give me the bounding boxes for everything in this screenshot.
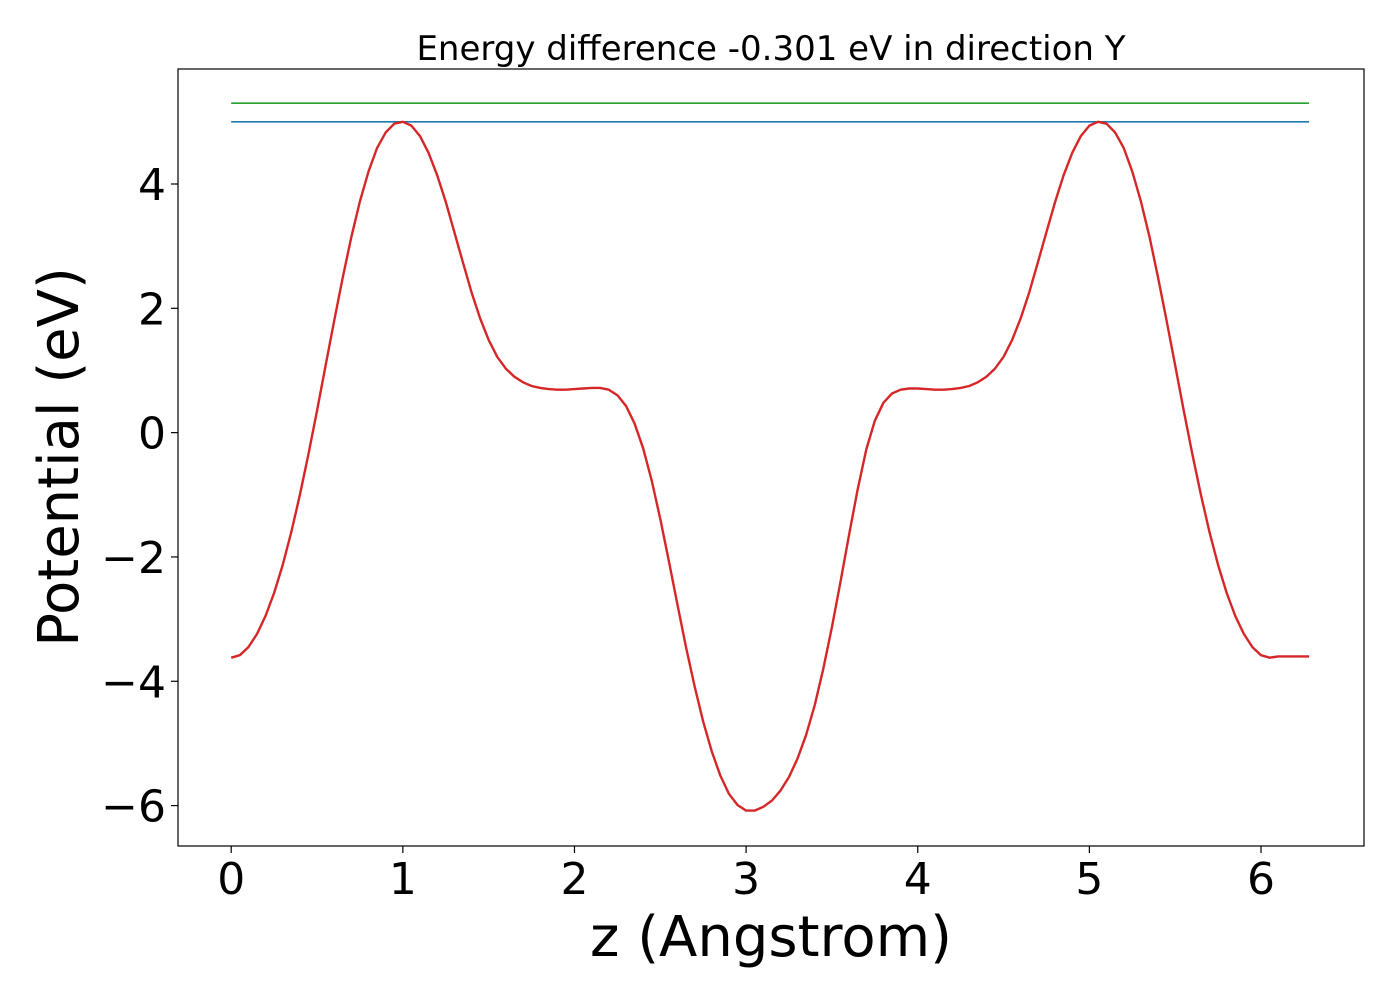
y-tick-label: 0	[138, 409, 166, 460]
x-tick-label: 6	[1247, 854, 1275, 905]
y-axis-title: Potential (eV)	[27, 267, 92, 647]
x-tick-label: 2	[560, 854, 588, 905]
plot-area	[177, 68, 1365, 847]
y-tick-label: −2	[101, 533, 166, 584]
x-tick-label: 3	[732, 854, 760, 905]
y-tick-label: −4	[101, 657, 166, 708]
x-tick-label: 4	[904, 854, 932, 905]
x-axis-title: z (Angstrom)	[590, 905, 952, 970]
y-tick-label: 2	[138, 284, 166, 335]
plot-frame	[177, 68, 1365, 847]
x-tick-label: 5	[1075, 854, 1103, 905]
series-layer	[230, 102, 1310, 812]
x-tick-label: 1	[389, 854, 417, 905]
y-tick-label: 4	[138, 160, 166, 211]
x-tick-label: 0	[217, 854, 245, 905]
series-line-2	[230, 120, 1310, 812]
x-axis: 0 1 2 3 4 5 6	[217, 846, 1275, 905]
y-axis: −6 −4 −2 0 2 4	[101, 160, 178, 833]
y-tick-label: −6	[101, 782, 166, 833]
chart-title: Energy difference -0.301 eV in direction…	[416, 29, 1125, 69]
